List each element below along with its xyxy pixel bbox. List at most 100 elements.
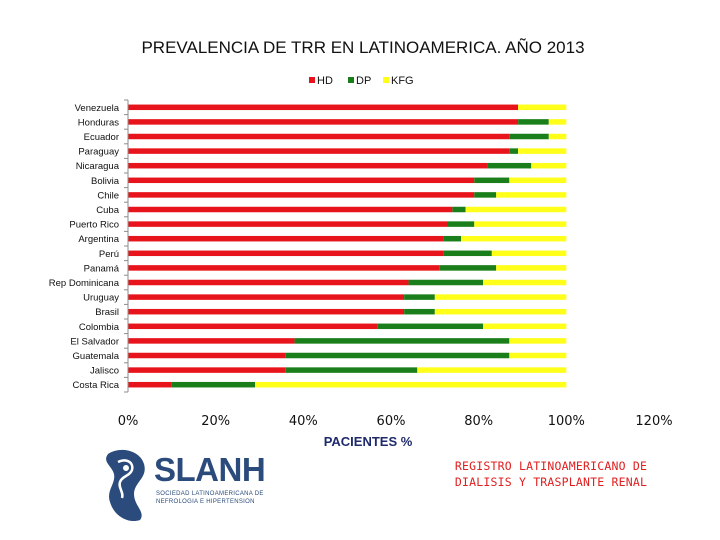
category-label-venezuela: Venezuela bbox=[75, 103, 120, 114]
bar-hd-bolivia bbox=[128, 177, 475, 184]
category-label-el-salvador: El Salvador bbox=[70, 336, 119, 347]
bar-hd-uruguay bbox=[128, 294, 405, 300]
bar-hd-ecuador bbox=[128, 133, 510, 140]
bar-kfg-uruguay bbox=[434, 294, 567, 300]
category-label-jalisco: Jalisco bbox=[90, 366, 119, 377]
bar-dp-jalisco bbox=[285, 367, 418, 373]
category-label-rep-dominicana: Rep Dominicana bbox=[49, 278, 120, 289]
bar-hd-el-salvador bbox=[128, 338, 295, 344]
bar-kfg-paraguay bbox=[518, 148, 567, 154]
y-axis: Venezuela Honduras Ecuador Paraguay Nicaragu… bbox=[49, 99, 129, 393]
bar-hd-guatemala bbox=[128, 352, 286, 359]
bar-kfg-puerto-rico bbox=[474, 221, 567, 227]
source-note: REGISTRO LATINOAMERICANO DE DIALISIS Y T… bbox=[410, 458, 692, 490]
bar-dp-chile bbox=[474, 192, 497, 198]
bar-hd-colombia bbox=[128, 323, 378, 330]
category-label-guatemala: Guatemala bbox=[73, 351, 120, 362]
x-tick-label-0: 0% bbox=[118, 414, 139, 429]
x-axis-label: PACIENTES % bbox=[324, 434, 413, 449]
bar-kfg-argentina bbox=[461, 235, 567, 242]
plot-area bbox=[128, 104, 567, 388]
bar-kfg-guatemala bbox=[509, 352, 567, 359]
bar-hd-honduras bbox=[128, 119, 519, 125]
source-line-2: DIALISIS Y TRASPLANTE RENAL bbox=[454, 475, 648, 489]
category-label-chile: Chile bbox=[97, 190, 119, 201]
category-label-puerto-rico: Puerto Rico bbox=[69, 220, 119, 231]
bar-hd-puerto-rico bbox=[128, 221, 448, 227]
bar-hd-venezuela bbox=[128, 104, 519, 111]
bar-hd-paraguay bbox=[128, 148, 510, 154]
x-tick-label-100: 100% bbox=[548, 414, 585, 429]
bar-dp-puerto-rico bbox=[447, 221, 475, 227]
source-line-1: REGISTRO LATINOAMERICANO DE bbox=[454, 459, 648, 473]
bar-kfg-venezuela bbox=[518, 104, 567, 111]
category-label-brasil: Brasil bbox=[95, 307, 119, 318]
legend-swatch-dp bbox=[348, 77, 354, 83]
logo-name: SLANH bbox=[154, 451, 266, 488]
bar-hd-jalisco bbox=[128, 367, 286, 373]
chart-title: PREVALENCIA DE TRR EN LATINOAMERICA. AÑO… bbox=[141, 38, 584, 57]
bar-kfg-colombia bbox=[483, 323, 567, 330]
bar-hd-brasil bbox=[128, 308, 405, 315]
x-tick-label-80: 80% bbox=[464, 414, 493, 429]
bar-kfg-honduras bbox=[548, 119, 567, 125]
bar-kfg-costa-rica bbox=[255, 381, 567, 388]
category-label-peru: Perú bbox=[99, 249, 119, 260]
bar-hd-nicaragua bbox=[128, 162, 488, 169]
category-label-ecuador: Ecuador bbox=[84, 132, 119, 143]
logo-subtitle: SOCIEDAD LATINOAMERICANA DE NEFROLOGIA E… bbox=[156, 491, 264, 505]
legend-swatch-kfg bbox=[383, 77, 389, 83]
legend-swatch-hd bbox=[309, 77, 315, 83]
kidney-logo-icon bbox=[106, 449, 145, 522]
category-label-paraguay: Paraguay bbox=[78, 147, 119, 158]
bar-hd-rep-dominicana bbox=[128, 279, 409, 286]
bar-kfg-el-salvador bbox=[509, 338, 567, 344]
bar-kfg-panama bbox=[496, 265, 567, 271]
x-axis: 0% 20% 40% 60% 80% 100% 120% bbox=[118, 414, 673, 429]
category-label-nicaragua: Nicaragua bbox=[76, 161, 120, 172]
bar-dp-honduras bbox=[518, 119, 549, 125]
x-tick-label-40: 40% bbox=[289, 414, 318, 429]
bar-hd-chile bbox=[128, 192, 475, 198]
bar-kfg-ecuador bbox=[548, 133, 567, 140]
bar-kfg-jalisco bbox=[417, 367, 567, 373]
bar-dp-peru bbox=[443, 250, 492, 257]
category-label-colombia: Colombia bbox=[79, 322, 120, 333]
bar-dp-argentina bbox=[443, 235, 462, 242]
bar-hd-costa-rica bbox=[128, 381, 172, 388]
bar-kfg-peru bbox=[491, 250, 567, 257]
bar-dp-brasil bbox=[404, 308, 435, 315]
category-label-argentina: Argentina bbox=[78, 234, 119, 245]
bar-dp-costa-rica bbox=[171, 381, 256, 388]
bar-hd-cuba bbox=[128, 206, 453, 213]
bar-hd-panama bbox=[128, 265, 440, 271]
category-label-cuba: Cuba bbox=[96, 205, 119, 216]
category-label-costa-rica: Costa Rica bbox=[73, 380, 120, 391]
legend-label-kfg: KFG bbox=[391, 75, 414, 87]
legend-label-dp: DP bbox=[356, 75, 371, 87]
bar-dp-ecuador bbox=[509, 133, 549, 140]
bar-dp-rep-dominicana bbox=[408, 279, 484, 286]
bar-dp-guatemala bbox=[285, 352, 510, 359]
x-tick-label-20: 20% bbox=[201, 414, 230, 429]
bar-dp-paraguay bbox=[509, 148, 519, 154]
bar-kfg-cuba bbox=[465, 206, 567, 213]
bar-dp-panama bbox=[439, 265, 497, 271]
category-label-uruguay: Uruguay bbox=[83, 293, 119, 304]
category-label-panama: Panamá bbox=[84, 263, 120, 274]
bar-hd-peru bbox=[128, 250, 444, 257]
legend-label-hd: HD bbox=[317, 75, 333, 87]
bar-dp-bolivia bbox=[474, 177, 510, 184]
bar-dp-el-salvador bbox=[294, 338, 510, 344]
x-tick-label-60: 60% bbox=[377, 414, 406, 429]
bar-kfg-chile bbox=[496, 192, 567, 198]
bar-dp-colombia bbox=[377, 323, 484, 330]
bar-kfg-rep-dominicana bbox=[483, 279, 567, 286]
bar-hd-argentina bbox=[128, 235, 444, 242]
bar-kfg-nicaragua bbox=[531, 162, 567, 169]
category-label-bolivia: Bolivia bbox=[91, 176, 120, 187]
x-tick-label-120: 120% bbox=[635, 414, 672, 429]
bar-kfg-brasil bbox=[434, 308, 567, 315]
bar-dp-nicaragua bbox=[487, 162, 532, 169]
